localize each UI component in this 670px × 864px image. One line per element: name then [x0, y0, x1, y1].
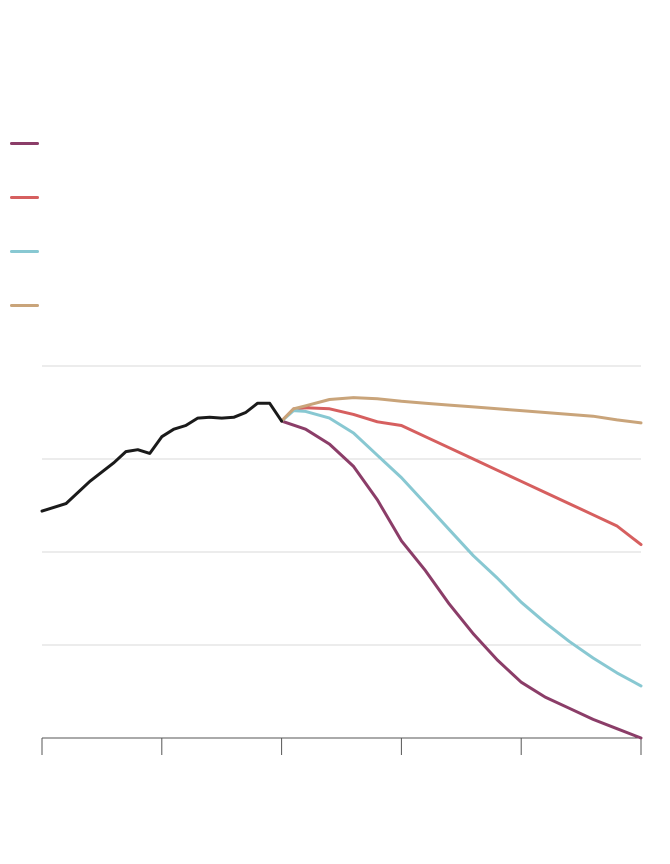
- series-line-4: [280, 409, 643, 688]
- series-line-3: [280, 406, 643, 547]
- legend-swatch-3: [10, 250, 39, 253]
- series-line-2: [280, 419, 643, 740]
- legend-swatch-4: [10, 304, 39, 307]
- series-line-1: [40, 401, 284, 513]
- legend-swatch-1: [10, 142, 39, 145]
- legend-swatch-2: [10, 196, 39, 199]
- series-line-5: [280, 396, 643, 425]
